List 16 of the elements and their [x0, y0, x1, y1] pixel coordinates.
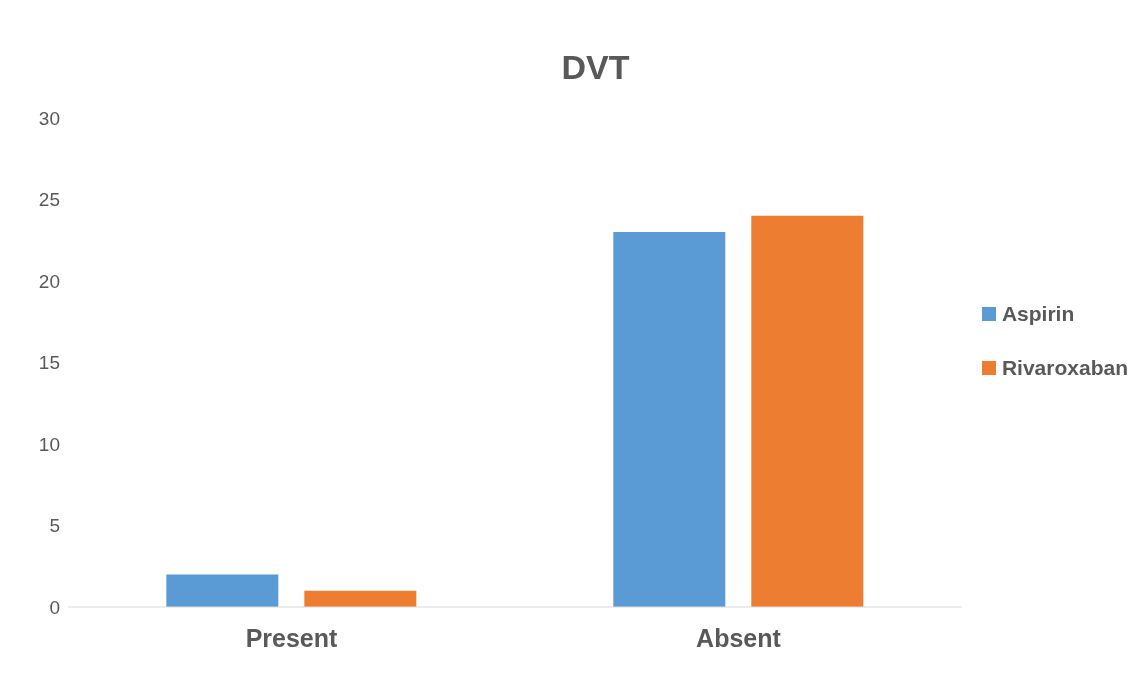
y-tick-label: 25 — [38, 189, 60, 211]
legend-label: Rivaroxaban — [1001, 355, 1128, 380]
y-tick-label: 30 — [38, 107, 60, 129]
bar — [166, 574, 279, 607]
legend-label: Aspirin — [1001, 301, 1075, 326]
y-tick-label: 0 — [49, 596, 60, 618]
y-tick-label: 5 — [49, 515, 60, 537]
bar — [751, 215, 864, 607]
x-tick-label: Present — [245, 623, 339, 652]
x-tick-label: Absent — [696, 623, 782, 652]
bar — [304, 590, 417, 607]
y-tick-label: 10 — [38, 433, 60, 455]
chart-title: DVT — [560, 48, 631, 87]
bar — [613, 232, 726, 607]
y-tick-label: 20 — [38, 270, 60, 292]
y-tick-label: 15 — [38, 352, 60, 374]
